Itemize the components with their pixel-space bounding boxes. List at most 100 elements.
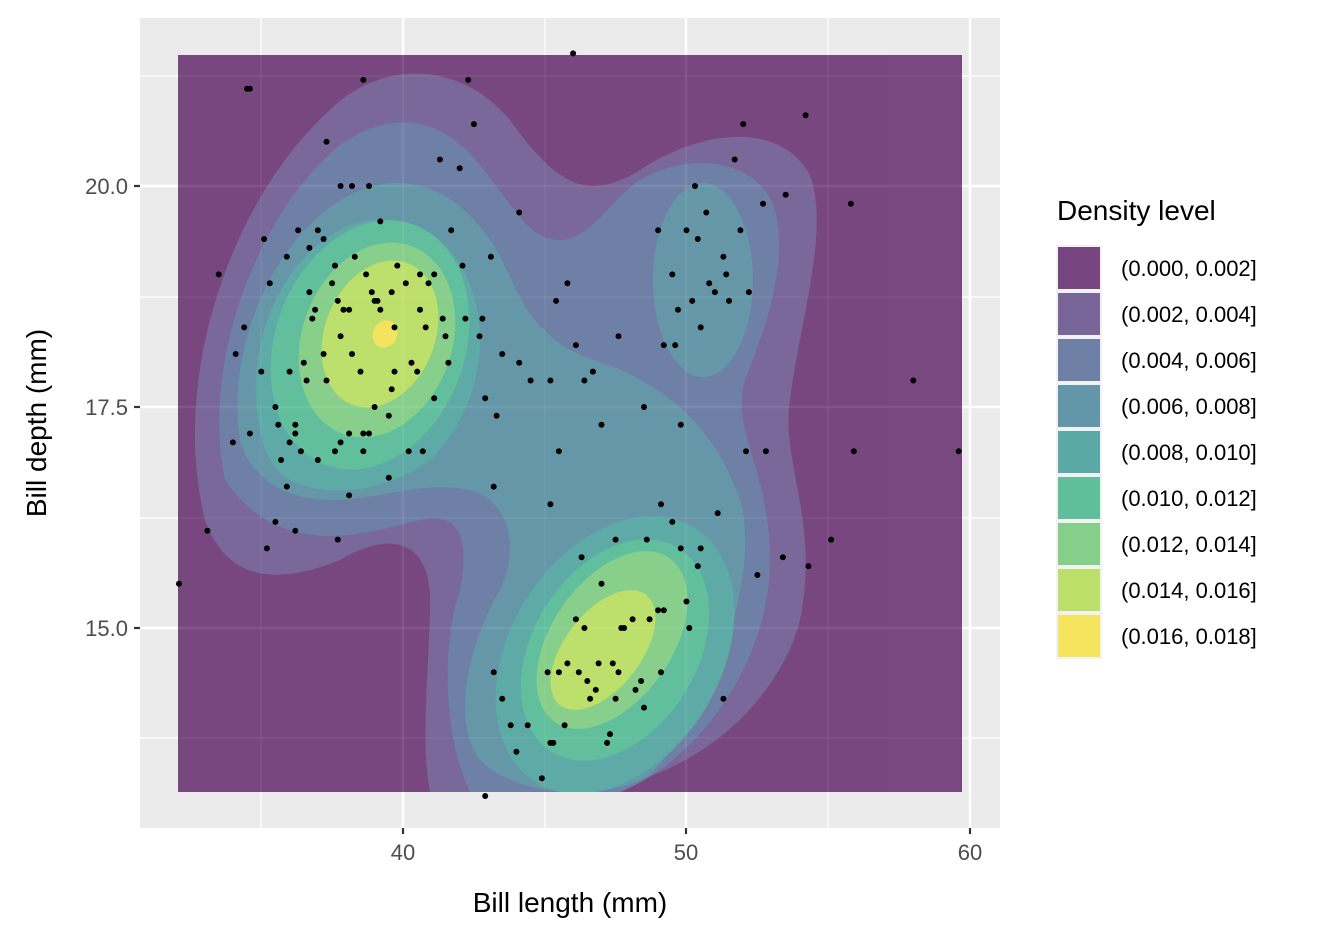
scatter-point	[422, 324, 429, 331]
scatter-point	[283, 483, 290, 490]
scatter-point	[643, 536, 650, 543]
scatter-point	[275, 421, 282, 428]
scatter-point	[329, 280, 336, 287]
scatter-point	[754, 572, 761, 578]
scatter-point	[641, 704, 647, 711]
scatter-point	[388, 386, 395, 393]
scatter-point	[587, 695, 594, 702]
scatter-point	[955, 448, 962, 455]
scatter-point	[675, 306, 681, 313]
scatter-point	[669, 271, 676, 278]
scatter-point	[374, 297, 381, 304]
scatter-point	[385, 412, 392, 419]
scatter-point	[261, 236, 268, 242]
scatter-point	[456, 165, 463, 172]
scatter-point	[604, 739, 611, 746]
scatter-point	[332, 262, 338, 269]
scatter-point	[266, 280, 273, 287]
scatter-point	[779, 554, 786, 561]
scatter-point	[615, 333, 622, 340]
y-tick-label-15: 15.0	[85, 616, 128, 641]
scatter-point	[479, 315, 486, 322]
contour-level-9-peak	[372, 320, 398, 348]
scatter-point	[677, 545, 684, 552]
scatter-point	[431, 271, 438, 278]
y-tick-label-20: 20.0	[85, 174, 128, 199]
scatter-point	[320, 351, 327, 357]
scatter-point	[720, 695, 727, 702]
scatter-point	[658, 501, 664, 508]
scatter-point	[538, 775, 545, 782]
scatter-point	[323, 138, 330, 145]
scatter-point	[306, 244, 313, 251]
legend-label: (0.006, 0.008]	[1121, 394, 1257, 419]
scatter-point	[346, 306, 353, 313]
scatter-point	[581, 377, 588, 384]
scatter-point	[847, 200, 854, 207]
scatter-point	[550, 739, 557, 746]
scatter-point	[850, 448, 857, 455]
scatter-point	[711, 289, 718, 296]
scatter-point	[476, 333, 483, 340]
scatter-point	[629, 616, 636, 623]
scatter-point	[337, 183, 344, 189]
scatter-point	[686, 625, 693, 631]
legend-swatch	[1058, 339, 1100, 381]
legend-swatch	[1058, 523, 1100, 565]
density-contours	[178, 55, 962, 792]
y-tick-label-17-5: 17.5	[85, 395, 128, 420]
scatter-point	[229, 439, 236, 446]
scatter-point	[516, 209, 523, 216]
scatter-point	[615, 669, 622, 676]
scatter-point	[258, 368, 265, 375]
legend-items: (0.000, 0.002] (0.002, 0.004] (0.004, 0.00…	[1056, 245, 1257, 659]
scatter-point	[638, 678, 645, 684]
scatter-point	[516, 359, 523, 366]
scatter-point	[609, 660, 616, 667]
scatter-point	[176, 580, 182, 587]
scatter-point	[292, 421, 299, 428]
scatter-point	[493, 412, 500, 419]
legend-label: (0.004, 0.006]	[1121, 348, 1257, 373]
scatter-point	[612, 695, 619, 702]
scatter-point	[589, 368, 596, 375]
scatter-point	[527, 377, 534, 384]
scatter-point	[692, 183, 698, 189]
scatter-point	[334, 297, 341, 304]
scatter-point	[592, 686, 599, 693]
scatter-point	[402, 280, 409, 287]
scatter-point	[683, 598, 690, 605]
scatter-point	[297, 448, 304, 455]
scatter-point	[295, 227, 302, 234]
legend-swatch	[1058, 569, 1100, 611]
scatter-point	[482, 395, 489, 402]
scatter-point	[572, 616, 579, 623]
legend-title: Density level	[1057, 195, 1216, 226]
scatter-point	[272, 518, 279, 525]
scatter-point	[360, 76, 367, 83]
scatter-point	[462, 315, 469, 322]
scatter-point	[731, 156, 738, 163]
scatter-point	[646, 616, 653, 623]
legend-label: (0.008, 0.010]	[1121, 440, 1257, 465]
scatter-point	[740, 121, 747, 128]
scatter-point	[366, 183, 372, 189]
scatter-point	[314, 457, 321, 463]
scatter-point	[570, 50, 577, 57]
scatter-point	[669, 518, 676, 525]
scatter-point	[414, 368, 421, 375]
scatter-point	[782, 191, 789, 198]
scatter-point	[677, 421, 684, 428]
scatter-point	[513, 748, 520, 755]
scatter-point	[332, 448, 338, 455]
scatter-point	[507, 722, 514, 729]
x-axis-title: Bill length (mm)	[473, 887, 667, 918]
scatter-point	[445, 359, 452, 366]
scatter-point	[658, 669, 664, 676]
scatter-point	[417, 271, 423, 278]
scatter-point	[394, 262, 401, 269]
legend-label: (0.014, 0.016]	[1121, 578, 1257, 603]
scatter-point	[371, 404, 378, 410]
legend-swatch	[1058, 247, 1100, 289]
